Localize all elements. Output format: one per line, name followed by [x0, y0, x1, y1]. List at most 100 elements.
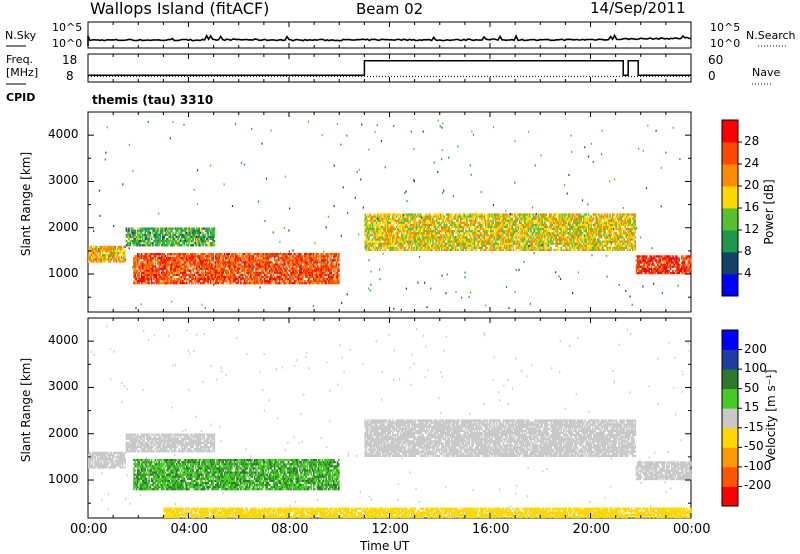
power-cell [199, 231, 202, 234]
power-cell [335, 275, 338, 279]
power-cell [227, 278, 229, 281]
power-cell [169, 275, 172, 279]
power-cell [394, 232, 397, 235]
power-cell [138, 273, 140, 276]
power-cell [212, 259, 214, 262]
power-cell [334, 253, 336, 256]
power-cell [336, 275, 339, 279]
power-cell [158, 280, 160, 283]
power-cell [321, 269, 324, 272]
power-cell [427, 221, 429, 224]
power-cell [207, 244, 209, 247]
power-cell [221, 257, 223, 260]
power-cell [193, 233, 196, 236]
power-cell [395, 246, 398, 249]
power-cell [457, 219, 459, 222]
power-cell [152, 229, 154, 232]
power-cell [115, 252, 118, 255]
power-cell [105, 256, 108, 259]
power-cell [247, 255, 250, 258]
power-cell [476, 217, 478, 220]
power-cell [184, 265, 187, 268]
power-cell [167, 229, 169, 232]
power-cell [237, 255, 240, 258]
power-cell [466, 217, 468, 220]
power-cell [167, 257, 169, 260]
power-cell [134, 231, 137, 234]
power-cell [268, 278, 271, 281]
power-cell [296, 265, 299, 268]
power-cell [393, 213, 395, 216]
power-cell [277, 282, 280, 285]
power-cell [321, 255, 324, 258]
power-cell [300, 282, 302, 285]
power-cell [539, 246, 541, 249]
power-cell [106, 254, 109, 257]
power-cell [139, 265, 142, 268]
power-cell [207, 273, 209, 276]
power-cell [162, 269, 164, 272]
power-cell [164, 244, 167, 247]
power-cell [263, 259, 266, 262]
power-cell [405, 221, 408, 224]
power-cell [138, 242, 140, 245]
power-cell [442, 238, 444, 241]
power-cell [157, 271, 159, 274]
power-cell [280, 253, 282, 256]
power-cell [103, 245, 105, 248]
power-cell [94, 258, 96, 261]
power-cell [444, 223, 447, 226]
power-cell [219, 273, 222, 276]
power-cell [309, 278, 311, 281]
power-cell [213, 231, 216, 234]
power-cell [371, 223, 374, 226]
power-cell [419, 217, 422, 220]
power-cell [330, 275, 333, 279]
power-cell [145, 278, 148, 281]
power-cell [162, 242, 164, 245]
power-cell [133, 259, 135, 262]
power-cell [325, 253, 327, 256]
power-cell [256, 273, 258, 276]
power-cell [418, 242, 420, 245]
power-cell [262, 257, 265, 260]
power-cell [461, 217, 463, 220]
power-cell [184, 267, 187, 270]
power-cell [336, 255, 339, 258]
power-cell [379, 221, 382, 224]
power-cell [314, 265, 316, 268]
power-cell [170, 235, 173, 238]
power-cell [365, 219, 368, 222]
power-cell [168, 282, 170, 285]
power-cell [164, 275, 167, 279]
power-cell [398, 221, 400, 224]
power-cell [246, 280, 248, 283]
power-cell [181, 227, 183, 230]
power-cell [177, 255, 179, 258]
power-cell [93, 260, 95, 263]
power-cell [389, 240, 392, 243]
power-cell [379, 230, 382, 233]
power-cell [149, 273, 152, 276]
power-cell [384, 213, 387, 216]
power-cell [251, 273, 253, 276]
power-cell [418, 221, 420, 224]
power-cell [160, 259, 163, 262]
power-cell [483, 213, 486, 216]
power-cell [385, 217, 388, 220]
power-cell [147, 233, 149, 236]
power-cell [434, 232, 437, 235]
power-cell [199, 267, 202, 270]
power-cell [198, 269, 201, 272]
power-cell [433, 238, 436, 241]
power-cell [544, 236, 546, 239]
power-cell [443, 228, 446, 231]
power-cell [153, 282, 155, 285]
power-cell [292, 263, 295, 266]
power-cell [235, 261, 237, 264]
power-cell [310, 282, 312, 285]
power-cell [271, 253, 273, 256]
power-cell [221, 253, 223, 256]
power-cell [317, 261, 320, 264]
power-cell [307, 269, 310, 272]
